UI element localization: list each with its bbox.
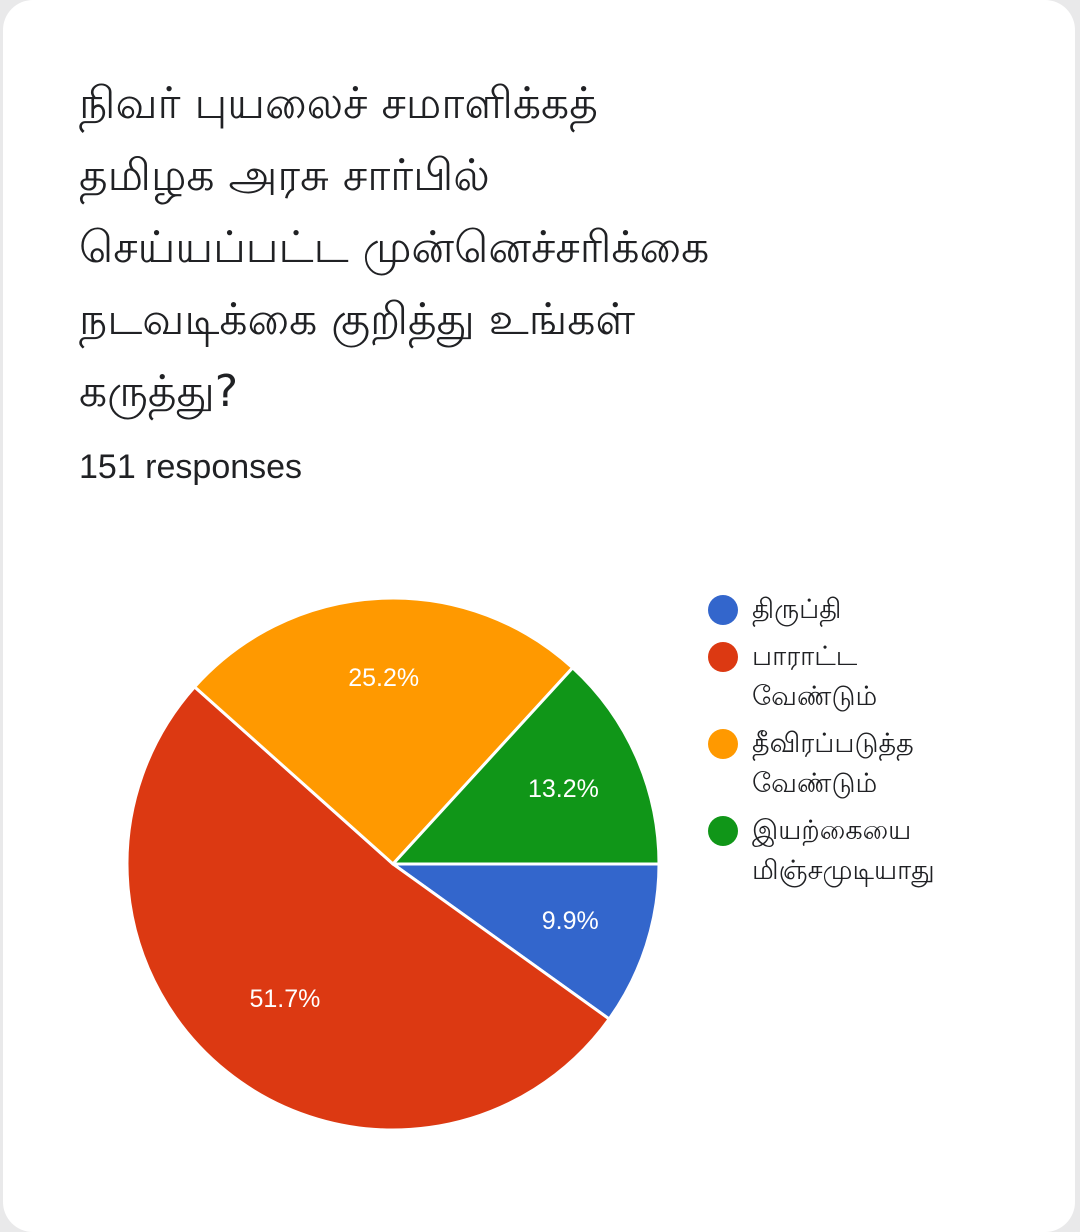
chart-legend: திருப்தி பாராட்ட வேண்டும் தீவிரப்படுத்த வே…: [708, 590, 1028, 898]
question-title-line: தமிழக அரசு சார்பில்: [79, 150, 490, 201]
question-title: நிவர் புயலைச் சமாளிக்கத் தமிழக அரசு சார்…: [79, 68, 979, 428]
question-title-line: நடவடிக்கை குறித்து உங்கள்: [79, 294, 636, 345]
legend-item[interactable]: திருப்தி: [708, 590, 1028, 630]
legend-item[interactable]: பாராட்ட வேண்டும்: [708, 637, 1028, 717]
pie-slice[interactable]: [193, 596, 575, 866]
response-count: 151 responses: [79, 448, 303, 486]
question-title-line: நிவர் புயலைச் சமாளிக்கத்: [79, 78, 598, 129]
legend-color-dot: [708, 642, 738, 672]
pie-slice[interactable]: [125, 685, 611, 1132]
legend-color-dot: [708, 595, 738, 625]
slice-percent-label: 51.7%: [249, 985, 320, 1013]
legend-item[interactable]: இயற்கையை மிஞ்சமுடியாது: [708, 811, 1028, 891]
slice-percent-label: 9.9%: [542, 907, 599, 935]
legend-label: பாராட்ட வேண்டும்: [752, 641, 878, 712]
pie-slice[interactable]: [391, 666, 661, 866]
question-title-line: செய்யப்பட்ட முன்னெச்சரிக்கை: [79, 222, 710, 273]
question-title-line: கருத்து?: [79, 366, 239, 417]
legend-color-dot: [708, 816, 738, 846]
legend-label: தீவிரப்படுத்த வேண்டும்: [752, 728, 914, 799]
slice-percent-label: 13.2%: [528, 775, 599, 803]
legend-label: திருப்தி: [752, 594, 842, 625]
legend-label: இயற்கையை மிஞ்சமுடியாது: [752, 815, 935, 886]
legend-item[interactable]: தீவிரப்படுத்த வேண்டும்: [708, 724, 1028, 804]
pie-slice[interactable]: [391, 862, 661, 1021]
slice-percent-label: 25.2%: [348, 664, 419, 692]
legend-color-dot: [708, 729, 738, 759]
